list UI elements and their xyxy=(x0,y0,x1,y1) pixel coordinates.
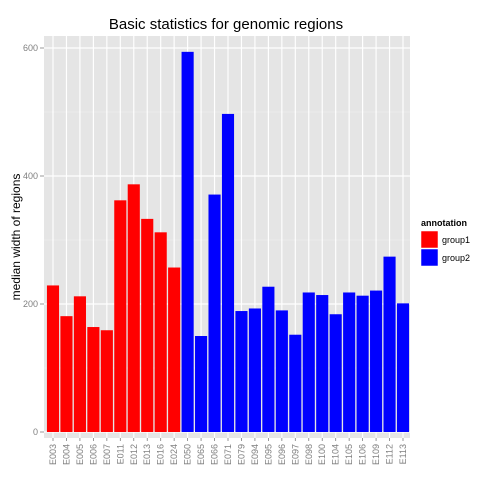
y-tick-label: 0 xyxy=(33,427,38,437)
y-axis-label: median width of regions xyxy=(9,174,23,301)
bar-e065 xyxy=(195,336,208,432)
bar-e012 xyxy=(127,184,140,432)
x-tick-label: E006 xyxy=(88,444,98,465)
bar-e105 xyxy=(343,292,356,432)
bar-e094 xyxy=(248,308,261,432)
bar-e079 xyxy=(235,311,248,432)
y-tick-label: 600 xyxy=(23,43,38,53)
bar-e100 xyxy=(316,295,329,432)
bar-e016 xyxy=(154,232,167,432)
bar-e013 xyxy=(141,218,154,432)
bar-e095 xyxy=(262,286,275,432)
bar-e006 xyxy=(87,327,100,432)
x-tick-label: E024 xyxy=(169,444,179,465)
bar-e098 xyxy=(302,292,315,432)
legend-swatch-group1 xyxy=(420,230,439,249)
x-tick-label: E097 xyxy=(290,444,300,465)
x-tick-label: E094 xyxy=(250,444,260,465)
x-tick-label: E016 xyxy=(156,444,166,465)
x-tick-label: E066 xyxy=(210,444,220,465)
chart-title: Basic statistics for genomic regions xyxy=(109,16,343,33)
x-tick-label: E104 xyxy=(331,444,341,465)
bar-e097 xyxy=(289,334,302,432)
bars xyxy=(46,51,410,433)
legend-title: annotation xyxy=(421,218,467,228)
x-tick-label: E013 xyxy=(142,444,152,465)
x-tick-label: E113 xyxy=(398,444,408,464)
bar-e071 xyxy=(221,113,235,433)
x-tick-label: E112 xyxy=(385,444,395,464)
x-tick-label: E003 xyxy=(48,444,58,465)
x-tick-label: E109 xyxy=(371,444,381,465)
x-tick-label: E095 xyxy=(263,444,273,465)
x-tick-label: E098 xyxy=(304,444,314,465)
x-tick-label: E065 xyxy=(196,444,206,465)
x-tick-label: E071 xyxy=(223,444,233,465)
x-tick-label: E105 xyxy=(344,444,354,465)
x-tick-label: E096 xyxy=(277,444,287,465)
bar-e005 xyxy=(73,296,86,432)
legend-label-group1: group1 xyxy=(442,235,470,245)
x-tick-label: E106 xyxy=(358,444,368,465)
y-tick-label: 200 xyxy=(23,299,38,309)
y-axis-ticks: 0 200 400 600 xyxy=(23,43,44,437)
x-tick-label: E012 xyxy=(129,444,139,465)
bar-e003 xyxy=(46,285,60,432)
x-tick-label: E079 xyxy=(236,444,246,465)
x-tick-label: E011 xyxy=(115,444,125,464)
legend-entries: group1 group2 xyxy=(420,230,470,267)
bar-e113 xyxy=(396,303,410,432)
bar-e096 xyxy=(275,310,288,432)
bar-e104 xyxy=(329,314,342,432)
y-tick-label: 400 xyxy=(23,171,38,181)
x-tick-label: E050 xyxy=(183,444,193,465)
legend-swatch-group2 xyxy=(420,248,439,267)
bar-e004 xyxy=(60,316,73,432)
legend: annotation group1 group2 xyxy=(420,218,470,267)
x-tick-label: E004 xyxy=(61,444,71,465)
bar-e109 xyxy=(370,290,383,432)
bar-e106 xyxy=(356,295,369,432)
legend-label-group2: group2 xyxy=(442,253,470,263)
bar-e066 xyxy=(208,194,221,432)
bar-e011 xyxy=(114,200,127,432)
bar-e007 xyxy=(100,330,113,432)
bar-e050 xyxy=(181,51,194,433)
x-tick-label: E100 xyxy=(317,444,327,465)
bar-e024 xyxy=(168,267,181,432)
x-tick-label: E005 xyxy=(75,444,85,465)
bar-e112 xyxy=(383,256,396,432)
x-tick-label: E007 xyxy=(102,444,112,465)
x-axis-ticks: E003 E004 E005 E006 E007 E011 E012 E013 E016 E024… xyxy=(48,438,408,465)
